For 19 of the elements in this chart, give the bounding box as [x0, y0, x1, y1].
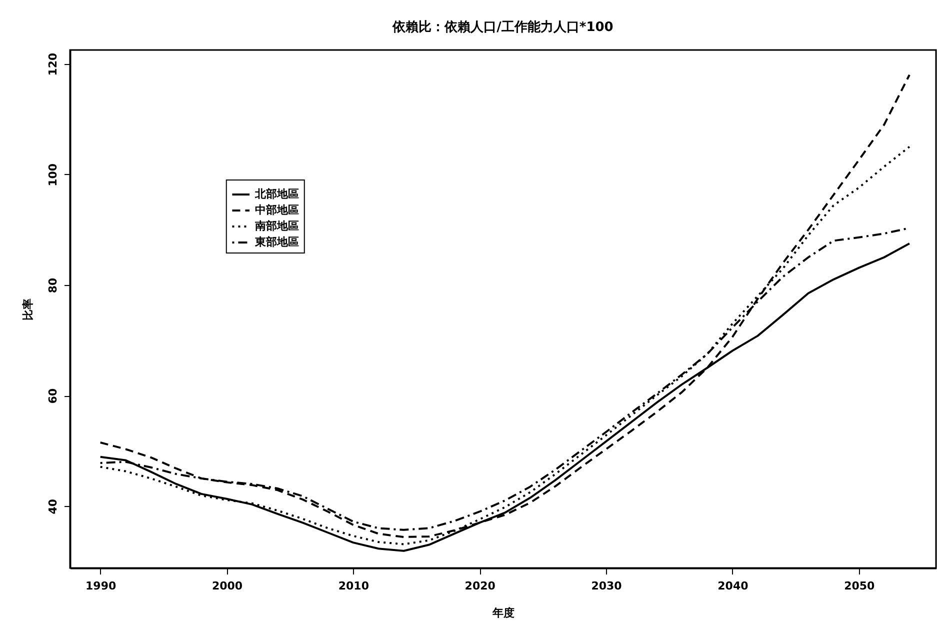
chart-title: 依賴比：依賴人口/工作能力人口*100 [392, 19, 614, 35]
x-tick-label: 2000 [212, 580, 243, 592]
x-tick-label: 2030 [591, 580, 622, 592]
y-axis-title: 比率 [22, 298, 34, 320]
y-tick-label: 100 [46, 163, 60, 186]
legend-label: 東部地區 [254, 236, 299, 248]
x-tick-label: 2050 [844, 580, 876, 592]
legend-label: 北部地區 [254, 188, 299, 200]
legend-label: 中部地區 [254, 204, 299, 216]
x-tick-label: 2020 [464, 580, 496, 592]
x-tick-label: 2010 [338, 580, 370, 592]
x-tick-label: 2040 [718, 580, 749, 592]
legend-label: 南部地區 [254, 220, 299, 232]
x-axis-title: 年度 [492, 606, 514, 620]
y-tick-label: 60 [46, 388, 60, 404]
y-tick-label: 40 [46, 498, 60, 514]
x-tick-label: 1990 [86, 580, 116, 592]
y-tick-label: 80 [46, 277, 60, 294]
y-tick-label: 120 [46, 52, 60, 76]
